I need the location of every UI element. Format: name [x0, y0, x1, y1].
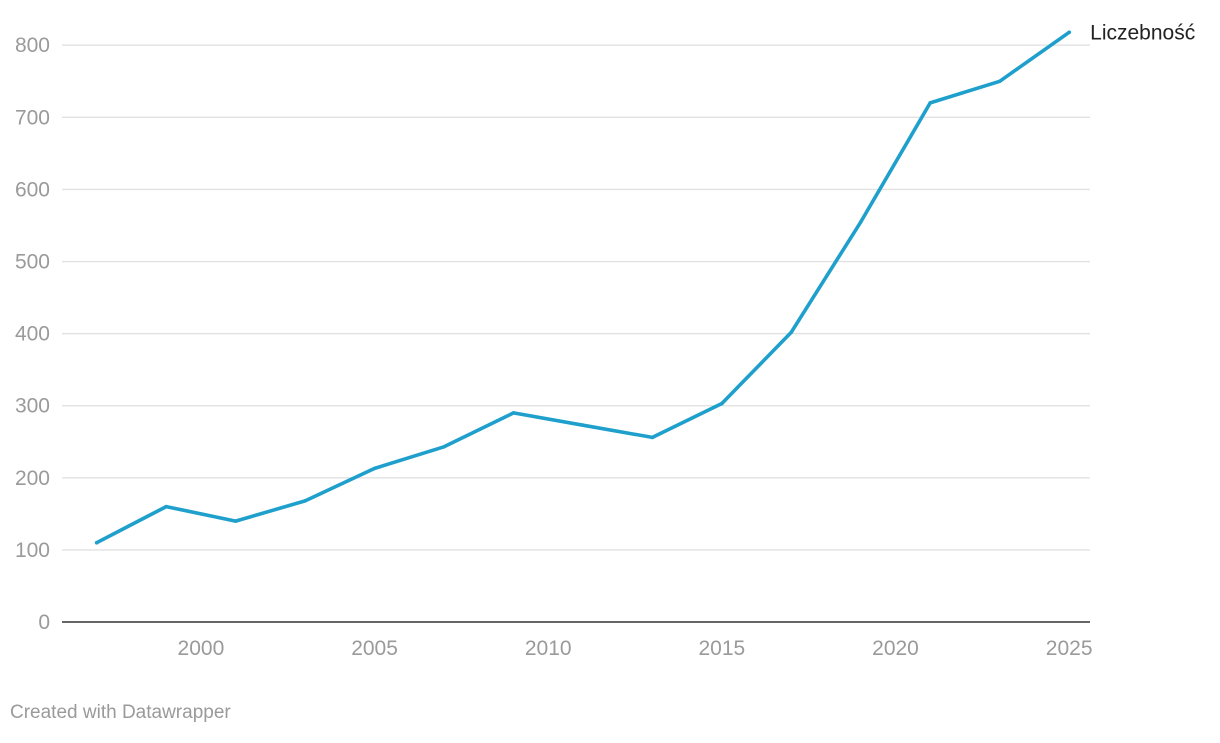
- credit-text: Created with Datawrapper: [10, 702, 231, 723]
- data-point: [233, 519, 238, 523]
- y-tick-label: 100: [15, 539, 50, 562]
- x-tick-label: 2020: [872, 637, 919, 660]
- data-point: [720, 401, 724, 406]
- y-tick-label: 800: [15, 34, 50, 57]
- x-tick-label: 2015: [699, 637, 746, 660]
- data-point: [858, 220, 863, 224]
- data-point: [650, 435, 655, 440]
- data-point: [164, 504, 168, 509]
- series-label: Liczebność: [1090, 21, 1195, 44]
- x-tick-label: 2025: [1046, 637, 1093, 660]
- data-point: [997, 79, 1002, 84]
- x-axis: 2000 2005 2010 2015 2020 2025: [62, 621, 1093, 660]
- series-line: [94, 30, 1071, 545]
- y-axis: 0 100 200 300 400 500 600 700 800: [15, 34, 50, 634]
- data-point: [928, 101, 933, 105]
- data-point: [789, 330, 794, 334]
- data-point: [303, 499, 307, 503]
- data-point: [372, 466, 377, 471]
- data-point: [1067, 30, 1071, 35]
- y-tick-label: 600: [15, 178, 50, 201]
- y-tick-label: 0: [38, 611, 50, 634]
- x-tick-label: 2000: [178, 637, 225, 660]
- y-tick-label: 700: [15, 106, 50, 129]
- gridlines: [62, 44, 1090, 551]
- data-point: [581, 423, 585, 427]
- y-tick-label: 400: [15, 323, 50, 346]
- y-tick-label: 200: [15, 467, 50, 490]
- y-tick-label: 500: [15, 251, 50, 274]
- y-tick-label: 300: [15, 395, 50, 418]
- x-tick-label: 2005: [351, 637, 398, 660]
- data-point: [511, 411, 516, 415]
- x-tick-label: 2010: [525, 637, 572, 660]
- data-point: [94, 540, 99, 545]
- data-point: [442, 445, 446, 449]
- series-layer: Liczebność: [94, 21, 1195, 545]
